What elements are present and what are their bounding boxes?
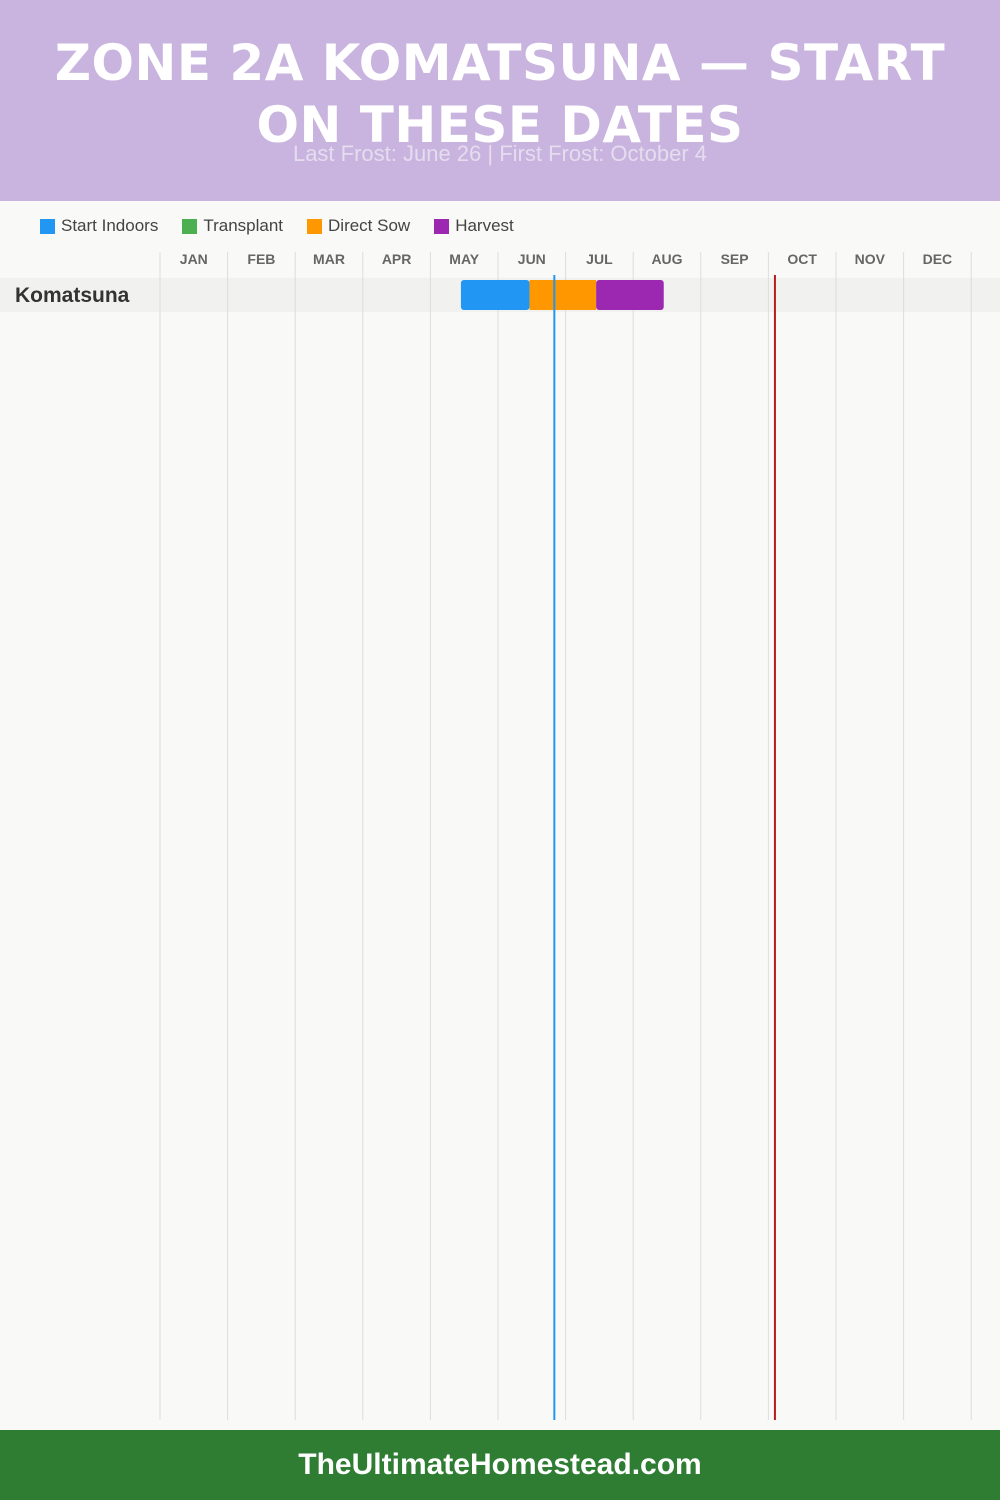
month-tick-label: JUL [586, 251, 613, 267]
segment-start-indoors [460, 280, 530, 310]
planting-calendar-chart: JAN FEB MAR APR MAY JUN JUL AUG SEP OCT NOV DEC Koma… [0, 251, 1000, 1420]
legend-swatch [182, 218, 198, 234]
header: ZONE 2A KOMATSUNA — START ON THESE DATES… [0, 0, 1000, 201]
frost-dates-subtitle: Last Frost: June 26 | First Frost: Octob… [292, 141, 708, 166]
crop-label: Komatsuna [15, 284, 130, 307]
legend-label: Harvest [455, 216, 514, 235]
month-tick-label: JAN [180, 251, 208, 267]
segment-harvest [596, 280, 664, 310]
month-tick-label: NOV [855, 251, 886, 267]
month-tick-label: DEC [923, 251, 953, 267]
legend: Start Indoors Transplant Direct Sow Harvest [40, 214, 538, 238]
legend-swatch [307, 218, 323, 234]
month-tick-label: FEB [247, 251, 275, 267]
footer-website[interactable]: TheUltimateHomestead.com [298, 1448, 702, 1481]
legend-label: Direct Sow [328, 216, 411, 235]
legend-label: Start Indoors [61, 216, 159, 235]
month-tick-label: MAY [449, 251, 479, 267]
month-tick-label: APR [382, 251, 412, 267]
month-tick-label: MAR [313, 251, 345, 267]
month-tick-label: JUN [518, 251, 546, 267]
legend-item: Start Indoors [40, 216, 158, 236]
legend-label: Transplant [203, 216, 284, 235]
legend-swatch [434, 218, 450, 234]
page-title: ZONE 2A KOMATSUNA — START ON THESE DATES [54, 34, 946, 154]
legend-item: Direct Sow [307, 216, 410, 236]
month-tick-label: AUG [651, 251, 682, 267]
month-tick-label: OCT [787, 251, 817, 267]
legend-item: Transplant [182, 216, 283, 236]
legend-item: Harvest [434, 216, 514, 236]
legend-swatch [40, 218, 55, 234]
footer: TheUltimateHomestead.com [0, 1430, 1000, 1500]
segment-direct-sow [529, 280, 597, 310]
month-tick-label: SEP [721, 251, 749, 267]
